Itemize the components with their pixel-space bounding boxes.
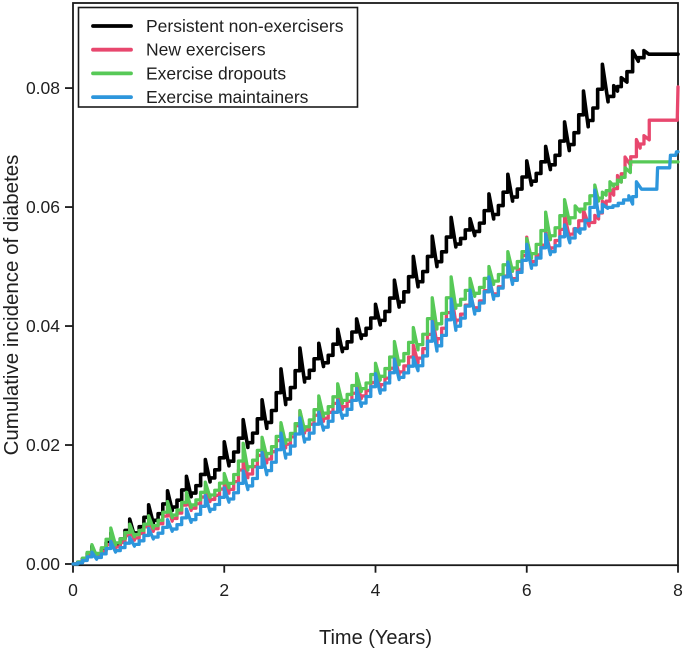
x-axis-title: Time (Years) <box>319 627 432 649</box>
legend-box <box>77 6 359 108</box>
x-tick-label: 2 <box>219 580 229 600</box>
series-line-persistent-non-exercisers <box>71 48 680 566</box>
x-axis: 0 2 4 6 8 Time (Years) <box>68 565 683 649</box>
y-tick-label: 0.04 <box>26 316 60 336</box>
series-lines <box>71 48 680 566</box>
y-tick-label: 0.08 <box>26 78 60 98</box>
y-tick-label: 0.06 <box>26 197 60 217</box>
series-line-new-exercisers <box>71 85 680 566</box>
series-line-exercise-maintainers <box>71 150 680 566</box>
legend-label: Exercise maintainers <box>146 87 309 107</box>
y-tick-label: 0.02 <box>26 435 60 455</box>
legend-label: Exercise dropouts <box>146 63 286 83</box>
legend: Persistent non-exercisers New exercisers E… <box>77 6 359 108</box>
x-tick-label: 0 <box>68 580 78 600</box>
y-axis: 0.00 0.02 0.04 0.06 0.08 Cumulative incidence… <box>0 78 73 574</box>
legend-label: New exercisers <box>146 40 266 60</box>
y-axis-title: Cumulative incidence of diabetes <box>0 155 23 456</box>
x-tick-label: 6 <box>522 580 532 600</box>
series-line-exercise-dropouts <box>71 160 680 566</box>
x-tick-label: 4 <box>371 580 381 600</box>
legend-label: Persistent non-exercisers <box>146 16 344 36</box>
y-tick-label: 0.00 <box>26 554 60 574</box>
x-tick-label: 8 <box>673 580 683 600</box>
